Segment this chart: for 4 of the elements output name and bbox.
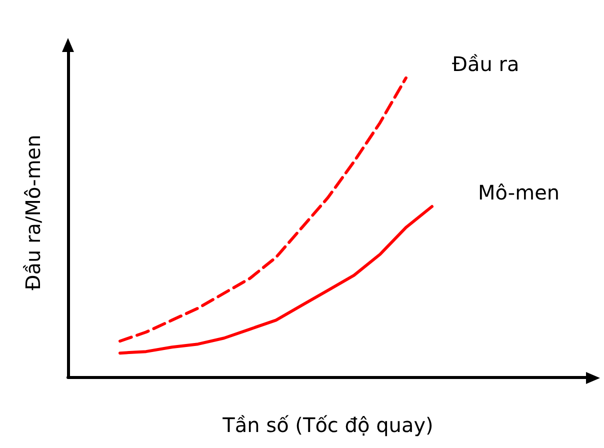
y-axis-title: Đầu ra/Mô-men [21,134,45,290]
x-axis-title: Tần số (Tốc độ quay) [222,413,434,437]
text: Mô-men [478,180,560,205]
text: Đầu ra [452,52,520,76]
